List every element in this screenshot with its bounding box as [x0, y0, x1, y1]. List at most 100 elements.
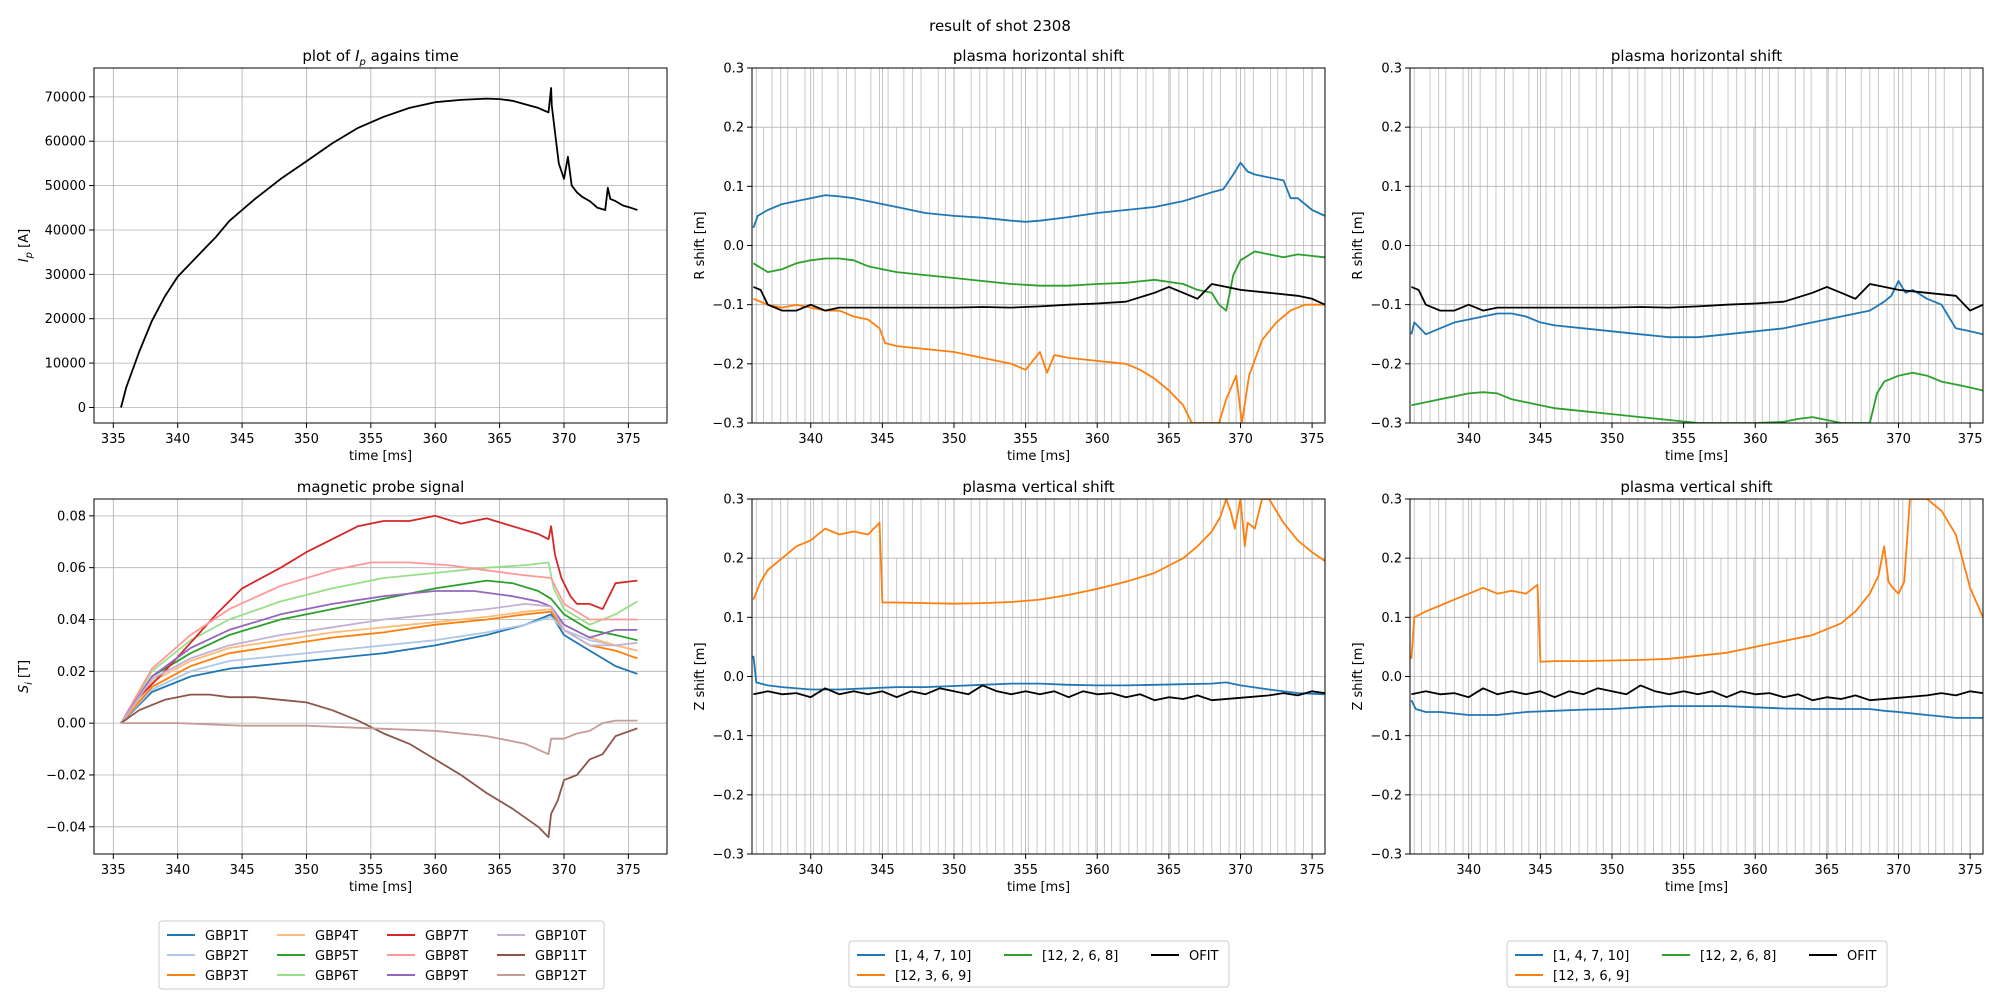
x-tick-label: 360: [1085, 432, 1110, 447]
y-tick-label: 0.2: [1381, 552, 1402, 567]
x-tick-label: 370: [1886, 432, 1911, 447]
y-tick-label: −0.02: [46, 768, 86, 783]
axes-frame: [93, 67, 668, 424]
x-tick-label: 365: [487, 432, 512, 447]
y-tick-label: −0.1: [712, 298, 744, 313]
legend-label: GBP12T: [535, 969, 586, 984]
x-tick-label: 350: [1600, 863, 1625, 878]
legend-label: [12, 3, 6, 9]: [895, 969, 971, 984]
y-tick-label: −0.2: [1370, 788, 1402, 803]
series-line-[1, 4, 7, 10]: [1410, 699, 1983, 719]
grid: [94, 68, 667, 423]
x-tick-label: 350: [294, 863, 319, 878]
legend-frame: [1506, 940, 1888, 988]
x-tick-label: 350: [942, 432, 967, 447]
plot-area: [94, 68, 667, 423]
y-axis-label: Si [T]: [17, 660, 35, 693]
x-tick-label: 355: [1671, 432, 1696, 447]
y-tick-label: −0.3: [1370, 417, 1402, 432]
y-tick-label: −0.1: [1370, 298, 1402, 313]
y-tick-label: −0.1: [1370, 729, 1402, 744]
axes-title: plasma vertical shift: [962, 478, 1114, 496]
x-tick-label: 335: [101, 432, 126, 447]
y-tick-label: 60000: [45, 135, 86, 150]
x-tick-label: 345: [1528, 432, 1553, 447]
x-tick-label: 340: [165, 432, 190, 447]
subplot-ip: 335 340 345 350 355 360 365 370 375 0 10000 20000 30…: [17, 47, 668, 464]
x-tick-label: 375: [1300, 863, 1325, 878]
subplot-probes: 335 340 345 350 355 360 365 370 375 −0.04 −0.02 0.0…: [17, 478, 668, 895]
legends: GBP1T GBP2T GBP3T GBP4T GBP5T GBP6T GBP7T GBP8T…: [158, 920, 1888, 990]
y-tick-label: 40000: [45, 223, 86, 238]
y-tick-label: 20000: [45, 312, 86, 327]
y-tick-label: 0.02: [57, 665, 86, 680]
subplot-zshift2: 340 345 350 355 360 365 370 375 −0.3 −0.2 −0.1 0.0 0…: [1351, 478, 1984, 895]
x-tick-label: 360: [1743, 863, 1768, 878]
axes-title: plot of Ip agains time: [302, 47, 458, 68]
axes-title: plasma horizontal shift: [1611, 47, 1782, 65]
legend-frame: [848, 940, 1230, 988]
legend-label: [12, 2, 6, 8]: [1700, 949, 1776, 964]
legend-label: GBP6T: [315, 969, 358, 984]
legend-label: [12, 2, 6, 8]: [1042, 949, 1118, 964]
x-tick-label: 365: [1814, 863, 1839, 878]
y-axis-label: R shift [m]: [1351, 211, 1366, 279]
legend-label: GBP4T: [315, 929, 358, 944]
legend-label: GBP5T: [315, 949, 358, 964]
y-tick-label: 0.1: [1381, 611, 1402, 626]
series-line-[1, 4, 7, 10]: [752, 655, 1325, 696]
x-tick-label: 375: [1300, 432, 1325, 447]
x-tick-label: 340: [798, 432, 823, 447]
x-axis-label: time [ms]: [1007, 880, 1070, 895]
series-line-OFIT: [753, 283, 1325, 312]
y-tick-label: 0.1: [723, 180, 744, 195]
series-group: [752, 161, 1325, 423]
axes-frame: [93, 498, 668, 855]
legend-frame: [158, 920, 605, 990]
y-tick-label: −0.1: [712, 729, 744, 744]
legend-label: OFIT: [1847, 949, 1877, 964]
series-line-GBP12T: [121, 719, 638, 756]
y-tick-label: 0.0: [1381, 670, 1402, 685]
x-tick-label: 340: [798, 863, 823, 878]
legend-label: GBP8T: [425, 949, 468, 964]
series-group: [120, 514, 638, 839]
x-axis-label: time [ms]: [349, 880, 412, 895]
y-tick-label: 0: [78, 401, 86, 416]
x-tick-label: 340: [165, 863, 190, 878]
x-tick-label: 345: [870, 863, 895, 878]
x-tick-label: 360: [423, 863, 448, 878]
legend-label: GBP1T: [205, 929, 248, 944]
x-tick-label: 340: [1456, 863, 1481, 878]
series-line-[12, 3, 6, 9]: [1410, 499, 1983, 663]
y-tick-label: −0.04: [46, 820, 86, 835]
y-tick-label: 0.08: [57, 509, 86, 524]
subplot-grid: 335 340 345 350 355 360 365 370 375 0 10000 20000 30…: [17, 47, 1984, 895]
series-line-GBP10T: [120, 603, 638, 724]
series-line-[12, 3, 6, 9]: [753, 297, 1325, 423]
x-tick-label: 345: [230, 863, 255, 878]
series-group: [1410, 280, 1983, 423]
x-tick-label: 360: [1085, 863, 1110, 878]
x-tick-label: 370: [1886, 863, 1911, 878]
x-tick-label: 355: [1013, 432, 1038, 447]
series-line-GBP7T: [120, 514, 638, 724]
series-line-OFIT: [753, 684, 1325, 702]
legend-label: GBP11T: [535, 949, 586, 964]
y-tick-label: 70000: [45, 90, 86, 105]
series-line-GBP6T: [120, 561, 638, 724]
x-tick-label: 370: [1228, 432, 1253, 447]
series-line-[1, 4, 7, 10]: [1410, 280, 1983, 339]
series-group: [1410, 499, 1983, 719]
legend-label: GBP9T: [425, 969, 468, 984]
subplot-rshift1: 340 345 350 355 360 365 370 375 −0.3 −0.2 −0.1 0.0 0…: [693, 47, 1326, 464]
subplot-rshift2: 340 345 350 355 360 365 370 375 −0.3 −0.2 −0.1 0.0 0…: [1351, 47, 1984, 464]
series-line-[1, 4, 7, 10]: [752, 161, 1325, 229]
y-tick-label: 0.3: [723, 62, 744, 77]
series-line-GBP8T: [120, 561, 638, 724]
x-tick-label: 350: [942, 863, 967, 878]
x-tick-label: 350: [294, 432, 319, 447]
legend-label: [12, 3, 6, 9]: [1553, 969, 1629, 984]
axes-title: magnetic probe signal: [297, 478, 465, 496]
